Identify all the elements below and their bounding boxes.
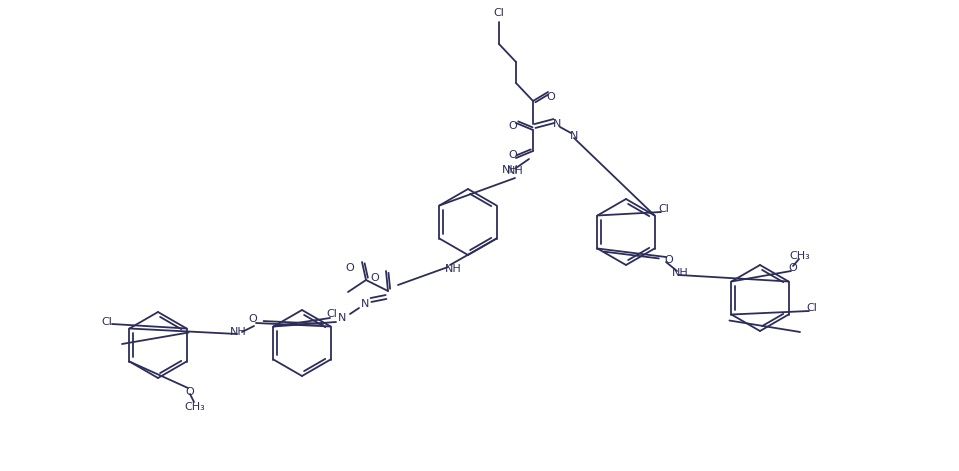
Text: O: O — [370, 273, 380, 283]
Text: NH: NH — [506, 166, 524, 176]
Text: N: N — [338, 313, 346, 323]
Text: O: O — [248, 314, 257, 324]
Text: O: O — [547, 92, 555, 102]
Text: NH: NH — [671, 268, 689, 278]
Text: Cl: Cl — [494, 8, 504, 18]
Text: N: N — [570, 131, 578, 141]
Text: O: O — [508, 150, 517, 160]
Text: N: N — [361, 299, 369, 309]
Text: O: O — [508, 121, 517, 131]
Text: Cl: Cl — [659, 204, 669, 214]
Text: CH₃: CH₃ — [789, 251, 810, 261]
Text: NH: NH — [502, 165, 519, 175]
Text: CH₃: CH₃ — [185, 402, 205, 412]
Text: Cl: Cl — [327, 309, 338, 319]
Text: NH: NH — [445, 264, 461, 274]
Text: Cl: Cl — [807, 303, 817, 313]
Text: O: O — [788, 263, 797, 273]
Text: N: N — [552, 119, 561, 129]
Text: NH: NH — [229, 327, 246, 337]
Text: O: O — [186, 387, 195, 397]
Text: Cl: Cl — [102, 317, 112, 327]
Text: O: O — [345, 263, 355, 273]
Text: O: O — [665, 255, 673, 265]
